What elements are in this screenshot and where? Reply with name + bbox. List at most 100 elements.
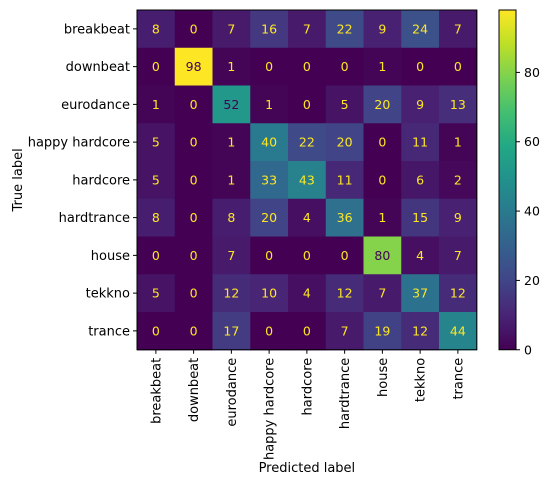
x-tick-label: hardtrance xyxy=(338,358,353,429)
cell-value-label: 0 xyxy=(303,97,311,112)
heatmap-cell xyxy=(212,161,251,200)
cell-value-label: 0 xyxy=(416,59,424,74)
heatmap-cell xyxy=(325,85,365,124)
cell-value-label: 1 xyxy=(227,135,235,150)
cell-value-label: 8 xyxy=(227,210,235,225)
heatmap-cell xyxy=(174,85,214,124)
heatmap-cell-labels: 8 0 7 16 7 22 9 24 70 98 1 0 0 0 1 0 01 0 52 1 0 5 20 9 135 0 1 40 2… xyxy=(152,21,466,338)
heatmap-cell xyxy=(212,274,251,313)
heatmap-cell xyxy=(325,274,365,313)
cell-value-label: 0 xyxy=(265,59,273,74)
cell-value-label: 0 xyxy=(341,248,349,263)
x-tick-label: breakbeat xyxy=(149,358,164,424)
cell-value-label: 16 xyxy=(261,21,277,36)
cell-value-label: 80 xyxy=(374,248,390,263)
cell-value-label: 9 xyxy=(416,97,424,112)
cell-value-label: 22 xyxy=(337,21,353,36)
y-tick-label: breakbeat xyxy=(64,22,130,37)
heatmap-cell xyxy=(137,85,176,124)
heatmap-cell xyxy=(288,123,327,162)
cell-value-label: 33 xyxy=(261,172,277,187)
heatmap-cell xyxy=(174,198,214,238)
cell-value-label: 7 xyxy=(454,21,462,36)
cell-value-label: 15 xyxy=(412,210,428,225)
heatmap-cell xyxy=(174,47,214,87)
y-tick-label: trance xyxy=(88,324,130,339)
colorbar-tick-label: 20 xyxy=(524,273,540,288)
x-tick-label: downbeat xyxy=(187,358,202,422)
cell-value-label: 0 xyxy=(265,248,273,263)
heatmap-cell xyxy=(174,10,214,49)
heatmap-cell xyxy=(401,123,440,162)
cell-value-label: 8 xyxy=(152,21,160,36)
heatmap-cell xyxy=(401,161,440,200)
y-tick-label: eurodance xyxy=(61,98,130,113)
heatmap-cell xyxy=(288,198,327,238)
heatmap-cell xyxy=(250,47,289,87)
x-tick-label: tekkno xyxy=(414,358,429,402)
colorbar-tick-label: 0 xyxy=(524,342,532,357)
heatmap-cell xyxy=(401,10,440,49)
cell-value-label: 12 xyxy=(337,286,353,301)
cell-value-label: 0 xyxy=(378,172,386,187)
heatmap-cell xyxy=(174,161,214,200)
cell-value-label: 5 xyxy=(152,286,160,301)
x-axis-label: Predicted label xyxy=(259,461,356,476)
x-tick-label: trance xyxy=(451,358,466,400)
y-axis-label: True label xyxy=(11,148,26,212)
cell-value-label: 20 xyxy=(374,97,390,112)
heatmap-cell xyxy=(363,236,402,275)
cell-value-label: 5 xyxy=(152,172,160,187)
heatmap-cell xyxy=(325,123,365,162)
heatmap-cell xyxy=(288,85,327,124)
heatmap-cell xyxy=(401,312,440,351)
cell-value-label: 2 xyxy=(454,172,462,187)
x-tick-label: house xyxy=(376,358,391,397)
heatmap-cell xyxy=(250,10,289,49)
heatmap-cell xyxy=(250,85,289,124)
heatmap-cell xyxy=(288,47,327,87)
heatmap-cell xyxy=(439,161,478,200)
cell-value-label: 52 xyxy=(223,97,239,112)
heatmap-cell xyxy=(401,274,440,313)
cell-value-label: 12 xyxy=(223,286,239,301)
heatmap-cell xyxy=(439,312,478,351)
colorbar-tick-label: 60 xyxy=(524,134,540,149)
heatmap-cell xyxy=(325,47,365,87)
cell-value-label: 5 xyxy=(341,97,349,112)
cell-value-label: 0 xyxy=(190,172,198,187)
cell-value-label: 1 xyxy=(152,97,160,112)
heatmap-cell xyxy=(325,236,365,275)
heatmap-cell xyxy=(401,85,440,124)
heatmap-cell xyxy=(250,274,289,313)
heatmap-cell xyxy=(401,198,440,238)
heatmap-cell xyxy=(439,10,478,49)
heatmap-cell xyxy=(212,47,251,87)
cell-value-label: 98 xyxy=(186,59,202,74)
cell-value-label: 22 xyxy=(299,135,315,150)
cell-value-label: 1 xyxy=(227,59,235,74)
heatmap-cell xyxy=(137,198,176,238)
cell-value-label: 43 xyxy=(299,172,315,187)
y-tick-label: hardcore xyxy=(72,173,130,188)
cell-value-label: 37 xyxy=(412,286,428,301)
heatmap-cell xyxy=(250,198,289,238)
cell-value-label: 6 xyxy=(416,172,424,187)
x-axis-ticks: breakbeat downbeat eurodance happy hardcore… xyxy=(149,349,466,460)
cell-value-label: 0 xyxy=(190,286,198,301)
cell-value-label: 7 xyxy=(341,323,349,338)
heatmap-cell xyxy=(137,10,176,49)
heatmap-cell xyxy=(363,274,402,313)
heatmap-cell xyxy=(325,161,365,200)
heatmap-cell xyxy=(363,123,402,162)
colorbar xyxy=(498,9,517,351)
cell-value-label: 17 xyxy=(223,323,239,338)
cell-value-label: 0 xyxy=(341,59,349,74)
heatmap-cell xyxy=(212,85,251,124)
heatmap-cell xyxy=(174,274,214,313)
x-tick-label: happy hardcore xyxy=(263,358,278,460)
cell-value-label: 4 xyxy=(303,286,311,301)
heatmap-cell xyxy=(174,123,214,162)
